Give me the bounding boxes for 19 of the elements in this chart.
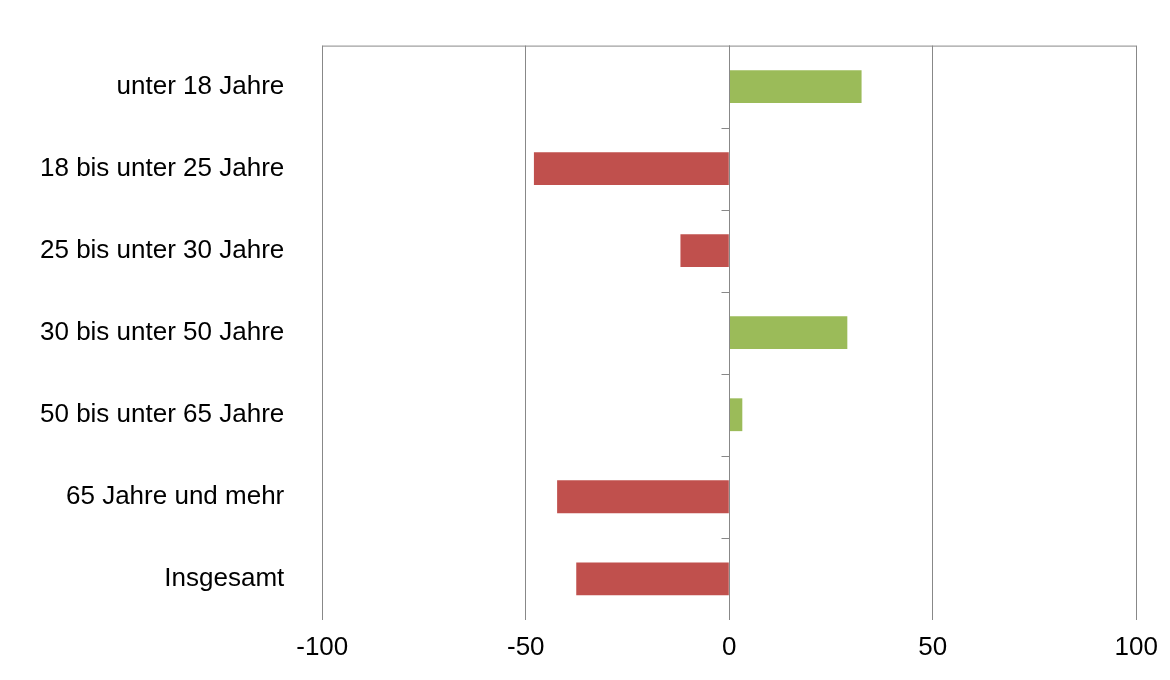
bar bbox=[729, 316, 848, 350]
y-tick-label: 30 bis unter 50 Jahre bbox=[39, 315, 285, 346]
bar bbox=[557, 480, 729, 514]
x-tick-label: 50 bbox=[918, 630, 948, 661]
x-tick-label: -50 bbox=[506, 630, 545, 661]
bar bbox=[576, 562, 729, 596]
bar bbox=[729, 70, 862, 104]
y-tick-label: 65 Jahre und mehr bbox=[66, 479, 285, 510]
y-tick-label: 25 bis unter 30 Jahre bbox=[39, 233, 285, 264]
bar bbox=[680, 234, 729, 268]
x-tick-label: 100 bbox=[1114, 630, 1159, 661]
x-tick-label: 0 bbox=[722, 630, 737, 661]
bar bbox=[533, 152, 729, 186]
y-tick-label: Insgesamt bbox=[164, 561, 286, 592]
bar bbox=[729, 398, 743, 432]
x-tick-label: -100 bbox=[296, 630, 349, 661]
y-tick-label: 50 bis unter 65 Jahre bbox=[39, 397, 285, 428]
y-tick-label: unter 18 Jahre bbox=[116, 69, 285, 100]
y-tick-label: 18 bis unter 25 Jahre bbox=[39, 151, 285, 182]
